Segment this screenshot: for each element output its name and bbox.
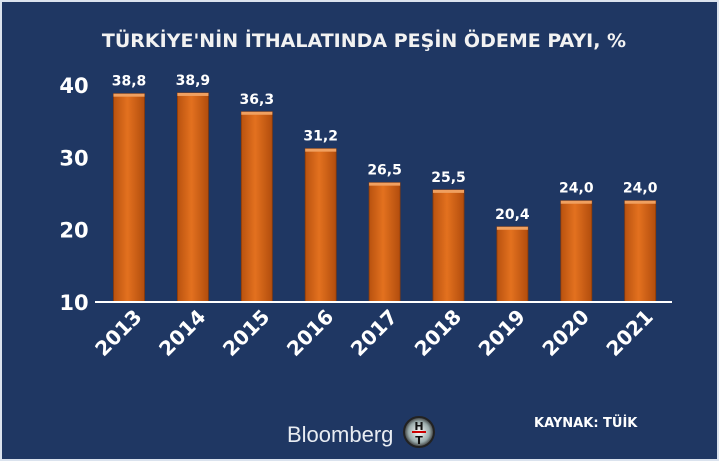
y-tick-label: 10: [59, 291, 88, 315]
bar-highlight: [433, 189, 464, 193]
y-tick-label: 40: [59, 74, 88, 98]
data-label: 24,0: [623, 181, 658, 197]
bar-2020: [560, 200, 593, 303]
bar-highlight: [177, 92, 209, 96]
bar-highlight: [241, 111, 273, 115]
bar-2015: [240, 111, 273, 303]
source-note: KAYNAK: TÜİK: [534, 415, 638, 431]
svg-text:H: H: [414, 420, 423, 433]
x-tick-label: 2013: [90, 305, 146, 361]
bar-highlight: [369, 182, 401, 186]
data-label: 24,0: [559, 181, 594, 197]
data-label: 38,8: [112, 74, 147, 90]
y-tick-label: 30: [59, 146, 88, 170]
x-tick-label: 2014: [154, 305, 210, 361]
data-label: 31,2: [303, 129, 338, 145]
data-label: 38,9: [176, 73, 211, 89]
y-tick-label: 20: [59, 219, 88, 243]
bar-2016: [304, 148, 337, 303]
bar-2021: [624, 200, 657, 303]
bar-2014: [176, 92, 209, 303]
x-tick-label: 2019: [474, 305, 530, 361]
ht-logo-icon: H T: [403, 416, 435, 448]
data-label: 26,5: [367, 163, 402, 179]
bar-highlight: [496, 226, 528, 230]
bar-2013: [113, 93, 145, 303]
bar-highlight: [560, 200, 592, 204]
bar-highlight: [305, 148, 337, 152]
x-tick-label: 2016: [282, 305, 338, 361]
x-tick-label: 2015: [218, 305, 274, 361]
x-tick-label: 2020: [537, 305, 593, 361]
bar-2019: [496, 226, 529, 303]
svg-text:T: T: [415, 434, 423, 447]
bar-highlight: [624, 200, 656, 204]
data-label: 25,5: [431, 170, 466, 186]
data-label: 36,3: [240, 92, 275, 108]
data-label: 20,4: [495, 207, 530, 223]
bloomberg-logo: Bloomberg: [287, 422, 393, 447]
x-tick-label: 2017: [346, 305, 402, 361]
x-tick-label: 2018: [410, 305, 466, 361]
bar-2017: [368, 182, 401, 303]
chart-title: TÜRKİYE'NİN İTHALATINDA PEŞİN ÖDEME PAYI…: [102, 28, 626, 52]
bar-highlight: [113, 93, 145, 97]
bar-2018: [432, 189, 465, 303]
x-tick-label: 2021: [601, 305, 657, 361]
